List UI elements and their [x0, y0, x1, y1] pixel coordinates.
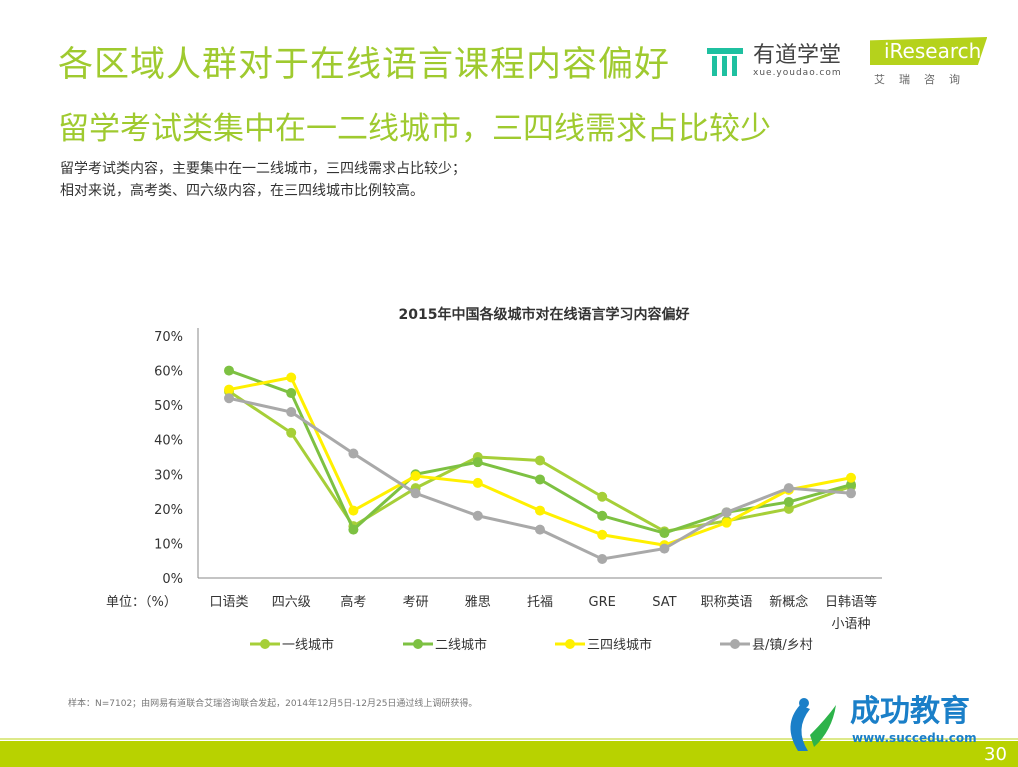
x-tick-label: 日韩语等 — [825, 594, 877, 610]
data-point — [783, 483, 794, 494]
x-tick-label: 托福 — [527, 595, 553, 610]
legend-marker — [565, 639, 575, 649]
legend-marker — [413, 639, 423, 649]
x-tick-label: 口语类 — [209, 595, 248, 610]
x-tick-label: 四六级 — [272, 595, 311, 610]
data-point — [846, 488, 856, 499]
legend-label: 三四线城市 — [587, 637, 652, 653]
x-tick-label: 考研 — [403, 595, 429, 610]
data-point — [224, 393, 234, 404]
page-title: 各区域人群对于在线语言课程内容偏好 — [58, 45, 671, 85]
data-point — [410, 488, 421, 499]
y-axis-unit-label: 单位：（%） — [106, 595, 177, 610]
legend-label: 县/镇/乡村 — [752, 638, 813, 653]
page-subtitle: 留学考试类集中在一二线城市，三四线需求占比较少 — [58, 111, 771, 147]
data-point — [410, 471, 421, 482]
data-point — [597, 529, 608, 540]
y-tick-label: 50% — [154, 399, 183, 414]
data-point — [472, 457, 483, 468]
x-tick-label: 新概念 — [769, 594, 808, 610]
data-point — [224, 384, 234, 395]
watermark-logo: 成功教育 www.succedu.com — [780, 695, 977, 761]
data-point — [783, 503, 794, 514]
x-tick-label: 职称英语 — [701, 595, 753, 610]
youdao-url: xue.youdao.com — [753, 68, 842, 78]
watermark-url: www.succedu.com — [852, 731, 977, 745]
description-line: 相对来说，高考类、四六级内容，在三四线城市比例较高。 — [60, 183, 424, 199]
data-point — [597, 510, 608, 521]
data-point — [846, 479, 856, 490]
youdao-name: 有道学堂 — [753, 43, 842, 68]
data-point — [348, 505, 359, 516]
x-tick-label: 小语种 — [831, 617, 870, 632]
data-point — [224, 365, 234, 376]
x-tick-label: 高考 — [340, 594, 366, 610]
data-point — [472, 510, 483, 521]
footer-band — [0, 741, 1018, 767]
data-point — [659, 543, 670, 554]
footer-divider — [0, 738, 1018, 740]
y-tick-label: 70% — [154, 330, 183, 345]
iresearch-logo: iResearch 艾瑞咨询 — [870, 37, 988, 87]
data-point — [597, 491, 608, 502]
y-tick-label: 60% — [154, 365, 183, 380]
x-tick-label: GRE — [589, 595, 616, 610]
data-point — [535, 455, 545, 466]
watermark-name: 成功教育 — [850, 694, 970, 729]
y-tick-label: 30% — [154, 468, 183, 483]
data-point — [286, 427, 297, 438]
data-point — [721, 507, 732, 518]
legend-label: 二线城市 — [435, 637, 487, 653]
data-point — [535, 505, 545, 516]
source-note: 样本：N=7102；由网易有道联合艾瑞咨询联合发起，2014年12月5日-12月… — [68, 699, 478, 709]
y-tick-label: 40% — [154, 434, 183, 449]
data-point — [286, 388, 297, 399]
data-point — [286, 407, 297, 418]
legend-label: 一线城市 — [282, 637, 334, 653]
y-tick-label: 10% — [154, 537, 183, 552]
data-point — [597, 553, 608, 564]
x-tick-label: 雅思 — [465, 595, 491, 610]
pillar-icon — [707, 48, 743, 76]
data-point — [783, 496, 794, 507]
data-point — [535, 474, 545, 485]
chart-title: 2015年中国各级城市对在线语言学习内容偏好 — [398, 307, 690, 323]
data-point — [348, 448, 359, 459]
description: 留学考试类内容，主要集中在一二线城市，三四线需求占比较少； 相对来说，高考类、四… — [60, 158, 466, 202]
y-tick-label: 0% — [162, 572, 183, 587]
data-point — [286, 372, 297, 383]
data-point — [472, 477, 483, 488]
legend-marker — [260, 639, 270, 649]
description-line: 留学考试类内容，主要集中在一二线城市，三四线需求占比较少； — [60, 161, 466, 177]
data-point — [659, 528, 670, 539]
y-tick-label: 20% — [154, 503, 183, 518]
runner-logo-icon — [790, 698, 836, 751]
data-point — [348, 524, 359, 535]
iresearch-name: iResearch — [870, 37, 988, 65]
youdao-logo: 有道学堂 xue.youdao.com — [705, 44, 842, 78]
legend-marker — [730, 639, 740, 649]
x-tick-label: SAT — [652, 595, 676, 610]
page-number: 30 — [984, 744, 1007, 765]
data-point — [721, 517, 732, 528]
data-point — [535, 524, 545, 535]
iresearch-cn: 艾瑞咨询 — [874, 73, 974, 86]
data-point — [846, 472, 856, 483]
